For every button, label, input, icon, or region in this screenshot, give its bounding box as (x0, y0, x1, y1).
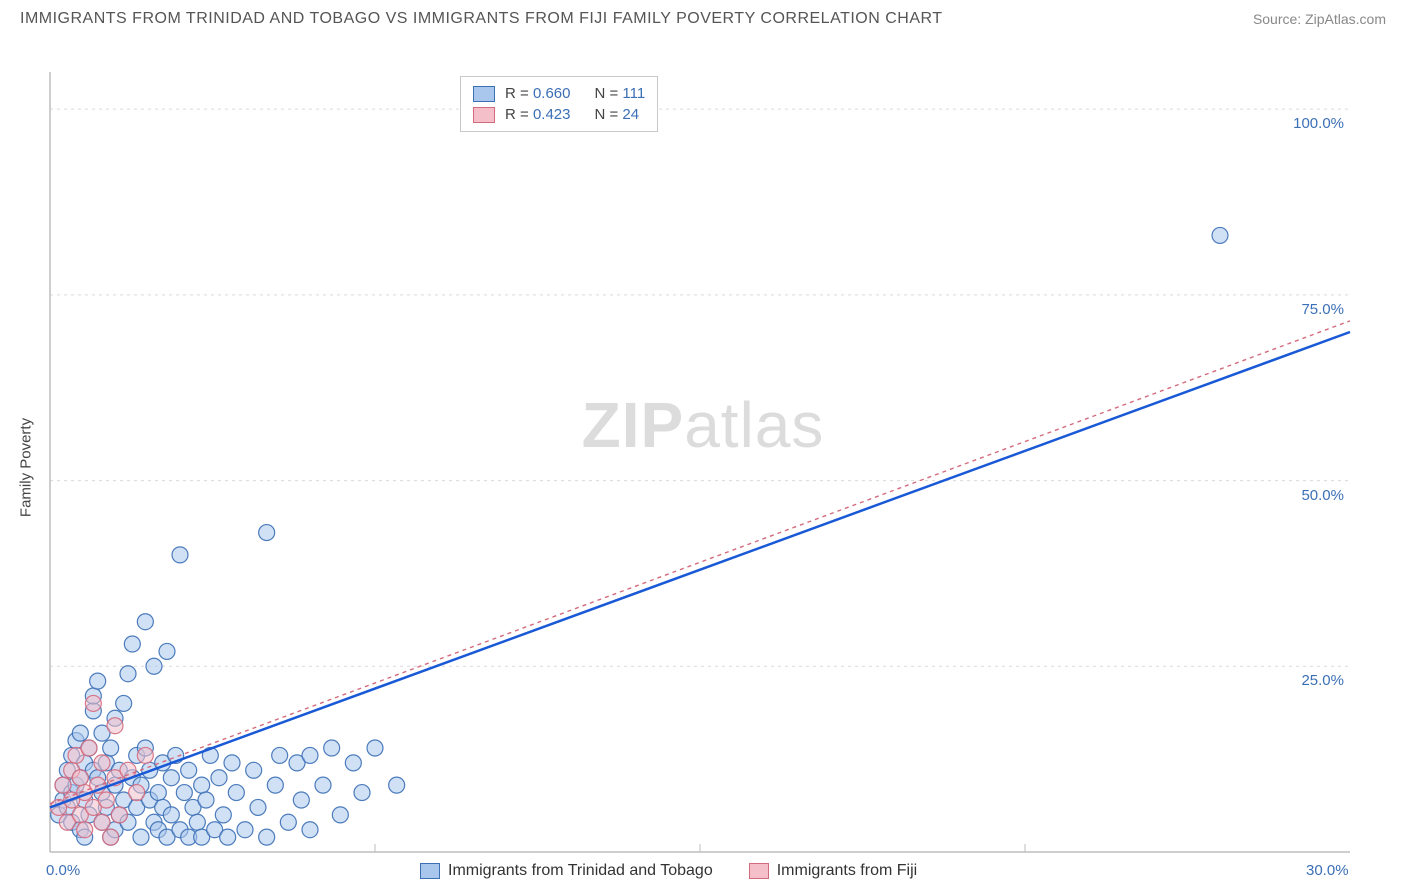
y-tick-label: 25.0% (1301, 672, 1344, 689)
legend-correlation-box: R = 0.660 N = 111 R = 0.423 N = 24 (460, 76, 658, 132)
legend-series-item: Immigrants from Trinidad and Tobago (420, 862, 713, 880)
legend-swatch (749, 863, 769, 879)
x-tick-label: 30.0% (1306, 862, 1349, 879)
legend-n: N = 111 (594, 85, 645, 102)
legend-series-item: Immigrants from Fiji (749, 862, 917, 880)
legend-r: R = 0.423 (505, 106, 570, 123)
legend-r: R = 0.660 (505, 85, 570, 102)
source-label: Source: ZipAtlas.com (1253, 11, 1386, 27)
legend-swatch (420, 863, 440, 879)
legend-series: Immigrants from Trinidad and Tobago Immig… (420, 862, 917, 880)
y-tick-label: 75.0% (1301, 301, 1344, 318)
legend-correlation-row: R = 0.423 N = 24 (473, 104, 645, 125)
scatter-plot-svg (0, 34, 1406, 884)
y-tick-label: 100.0% (1293, 115, 1344, 132)
legend-correlation-row: R = 0.660 N = 111 (473, 83, 645, 104)
legend-swatch (473, 86, 495, 102)
chart-area: Family Poverty ZIPatlas 25.0%50.0%75.0%1… (0, 34, 1406, 884)
y-tick-label: 50.0% (1301, 487, 1344, 504)
legend-series-label: Immigrants from Trinidad and Tobago (448, 862, 713, 880)
legend-series-label: Immigrants from Fiji (777, 862, 917, 880)
chart-title: IMMIGRANTS FROM TRINIDAD AND TOBAGO VS I… (20, 10, 943, 28)
x-tick-label: 0.0% (46, 862, 80, 879)
header: IMMIGRANTS FROM TRINIDAD AND TOBAGO VS I… (0, 0, 1406, 34)
legend-swatch (473, 107, 495, 123)
legend-n: N = 24 (594, 106, 639, 123)
